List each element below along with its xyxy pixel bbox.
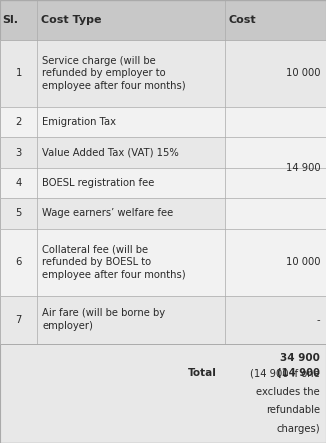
Bar bbox=[0, 168, 326, 198]
Text: Wage earners’ welfare fee: Wage earners’ welfare fee bbox=[42, 208, 173, 218]
Text: (14 900: (14 900 bbox=[277, 369, 320, 378]
Text: (14 900 if one: (14 900 if one bbox=[250, 369, 320, 378]
Text: Cost: Cost bbox=[229, 15, 257, 25]
Text: 2: 2 bbox=[16, 117, 22, 127]
Text: 14 900: 14 900 bbox=[286, 163, 320, 173]
Bar bbox=[225, 229, 326, 296]
Text: Value Added Tax (VAT) 15%: Value Added Tax (VAT) 15% bbox=[42, 148, 179, 158]
Text: Total: Total bbox=[188, 369, 217, 378]
Bar bbox=[225, 296, 326, 344]
Text: 6: 6 bbox=[16, 257, 22, 267]
Text: Collateral fee (will be
refunded by BOESL to
employee after four months): Collateral fee (will be refunded by BOES… bbox=[42, 245, 186, 280]
Text: 10 000: 10 000 bbox=[286, 68, 320, 78]
Bar bbox=[225, 107, 326, 229]
Text: BOESL registration fee: BOESL registration fee bbox=[42, 178, 155, 188]
Text: Air fare (will be borne by
employer): Air fare (will be borne by employer) bbox=[42, 308, 165, 331]
Text: refundable: refundable bbox=[266, 405, 320, 415]
Text: excludes the: excludes the bbox=[256, 387, 320, 397]
Text: 10 000: 10 000 bbox=[286, 257, 320, 267]
Text: 7: 7 bbox=[16, 315, 22, 325]
Bar bbox=[0, 296, 326, 344]
Bar bbox=[225, 40, 326, 107]
Text: Emigration Tax: Emigration Tax bbox=[42, 117, 116, 127]
Bar bbox=[0, 198, 326, 229]
Text: charges): charges) bbox=[276, 424, 320, 434]
Text: 5: 5 bbox=[16, 208, 22, 218]
Bar bbox=[0, 229, 326, 296]
Text: Cost Type: Cost Type bbox=[41, 15, 102, 25]
Bar bbox=[0, 107, 326, 137]
Text: 3: 3 bbox=[16, 148, 22, 158]
Text: 4: 4 bbox=[16, 178, 22, 188]
Text: -: - bbox=[317, 315, 320, 325]
Bar bbox=[0, 40, 326, 107]
Text: Sl.: Sl. bbox=[3, 15, 19, 25]
Text: 34 900: 34 900 bbox=[280, 353, 320, 362]
Text: Service charge (will be
refunded by employer to
employee after four months): Service charge (will be refunded by empl… bbox=[42, 55, 186, 91]
Bar bbox=[0, 344, 326, 443]
Bar bbox=[0, 137, 326, 168]
Bar bbox=[0, 0, 326, 40]
Text: 1: 1 bbox=[16, 68, 22, 78]
